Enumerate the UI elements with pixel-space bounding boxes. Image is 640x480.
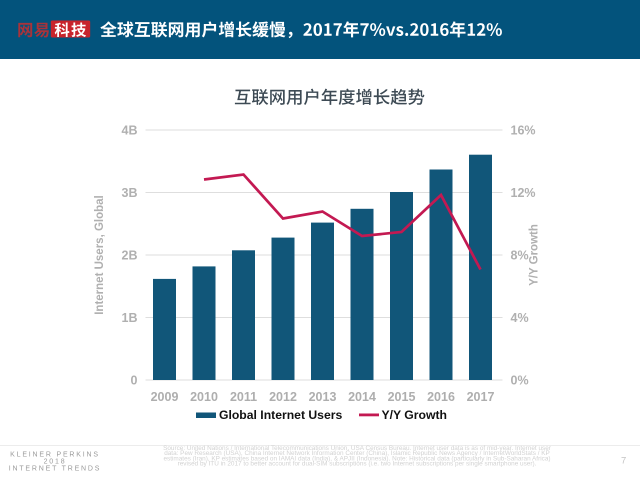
svg-text:estimates (Iran), KP estimates: estimates (Iran), KP estimates based on … [163,455,550,462]
svg-text:4%: 4% [511,311,529,325]
svg-text:7: 7 [621,456,626,467]
svg-text:2B: 2B [122,249,138,263]
svg-text:Y/Y Growth: Y/Y Growth [382,408,447,422]
svg-text:2009: 2009 [151,390,179,404]
svg-text:Y/Y Growth: Y/Y Growth [529,224,541,286]
svg-text:2015: 2015 [388,390,416,404]
svg-text:8%: 8% [511,249,529,263]
svg-text:2017: 2017 [467,390,495,404]
svg-text:INTERNET TRENDS: INTERNET TRENDS [9,466,101,473]
svg-text:1B: 1B [122,311,138,325]
svg-text:Global Internet Users: Global Internet Users [219,408,342,422]
svg-text:Internet Users, Global: Internet Users, Global [94,195,106,315]
svg-text:0%: 0% [511,374,529,388]
svg-text:0: 0 [131,374,138,388]
svg-text:2014: 2014 [348,390,376,404]
svg-text:2011: 2011 [230,390,257,404]
svg-text:Source: United Nations / Inter: Source: United Nations / International T… [163,445,552,452]
svg-text:data: Pew Research (USA), Chin: data: Pew Research (USA), China Internet… [164,450,550,457]
svg-text:3B: 3B [122,186,138,200]
svg-text:2010: 2010 [190,390,218,404]
svg-text:2018: 2018 [44,459,67,466]
svg-text:12%: 12% [511,186,536,200]
svg-text:4B: 4B [122,124,138,138]
svg-text:KLEINER PERKINS: KLEINER PERKINS [10,452,100,459]
svg-text:2012: 2012 [269,390,297,404]
svg-text:revised by ITU in 2017 to bett: revised by ITU in 2017 to better account… [178,461,537,468]
svg-text:2016: 2016 [427,390,455,404]
svg-text:2013: 2013 [309,390,337,404]
svg-text:16%: 16% [511,124,536,138]
